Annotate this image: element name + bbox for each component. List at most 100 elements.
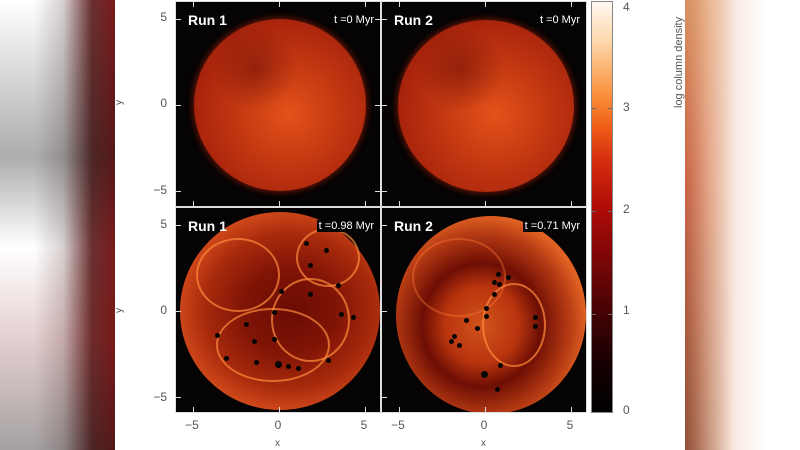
x-tick-label: 0 (480, 418, 488, 432)
sink-particle (452, 334, 457, 339)
sink-particle (484, 314, 489, 319)
tick (176, 397, 181, 398)
x-tick-label: 5 (360, 418, 368, 432)
sink-particle (326, 358, 331, 363)
colorbar-label: log column density (673, 16, 685, 108)
sink-particle (506, 275, 511, 280)
tick (382, 105, 387, 106)
x-axis-label: x (275, 438, 280, 449)
y-tick-label: 0 (160, 303, 167, 317)
colorbar-tick-label: 0 (623, 403, 630, 417)
tick (571, 2, 572, 7)
sink-particle (272, 337, 277, 342)
sink-particle (296, 366, 301, 371)
sink-particle (464, 318, 469, 323)
tick (382, 397, 387, 398)
sink-particle (533, 315, 538, 320)
tick (592, 211, 596, 212)
filament (296, 228, 360, 287)
tick (399, 201, 400, 206)
time-label: t =0 Myr (331, 14, 376, 26)
blurred-background-left (0, 0, 115, 450)
filament (216, 308, 330, 382)
tick (375, 105, 380, 106)
tick (176, 19, 181, 20)
sink-particle (254, 360, 259, 365)
sink-particle (336, 283, 341, 288)
tick (375, 191, 380, 192)
panel-run2-t071: Run 2 t =0.71 Myr (381, 207, 587, 413)
x-tick-label: −5 (185, 418, 199, 432)
sink-particle (308, 292, 313, 297)
sink-particle (495, 387, 500, 392)
panel-run1-t0: Run 1 t =0 Myr (175, 1, 381, 207)
x-axis-label: x (481, 438, 486, 449)
colorbar-tick-label: 3 (623, 100, 630, 114)
tick (365, 407, 366, 412)
sink-particle (497, 282, 502, 287)
sink-particle (457, 343, 462, 348)
figure: Run 1 t =0 Myr Run 2 t =0 Myr (114, 0, 685, 450)
filament (412, 238, 506, 317)
tick (375, 19, 380, 20)
colorbar-tick-label: 1 (623, 303, 630, 317)
sink-particle (244, 322, 249, 327)
run-label: Run 1 (188, 12, 227, 28)
tick (608, 108, 612, 109)
sink-particle (339, 312, 344, 317)
tick (176, 191, 181, 192)
time-label: t =0.98 Myr (316, 220, 376, 232)
sink-particle (279, 289, 284, 294)
colorbar-tick-label: 4 (623, 0, 630, 14)
sink-particle (304, 241, 309, 246)
tick (592, 314, 596, 315)
time-label: t =0 Myr (537, 14, 582, 26)
tick (592, 108, 596, 109)
tick (176, 311, 181, 312)
filament (482, 283, 546, 367)
y-tick-label: 0 (160, 96, 167, 110)
sink-particle (272, 310, 277, 315)
tick (176, 225, 181, 226)
tick (193, 407, 194, 412)
tick (365, 201, 366, 206)
tick (485, 407, 486, 412)
tick (382, 311, 387, 312)
tick (571, 201, 572, 206)
sink-particle (475, 326, 480, 331)
y-axis-label: y (114, 308, 125, 313)
tick (382, 191, 387, 192)
tick (176, 105, 181, 106)
x-tick-label: 0 (274, 418, 282, 432)
tick (382, 19, 387, 20)
tick (279, 201, 280, 206)
sink-particle (481, 371, 488, 378)
sink-particle (324, 248, 329, 253)
tick (608, 211, 612, 212)
tick (571, 407, 572, 412)
tick (193, 2, 194, 7)
tick (279, 2, 280, 7)
sink-particle (492, 292, 497, 297)
sink-particle (496, 272, 501, 277)
panel-run1-t098: Run 1 t =0.98 Myr (175, 207, 381, 413)
tick (608, 314, 612, 315)
blurred-background-right (685, 0, 800, 450)
run-label: Run 2 (394, 12, 433, 28)
sink-particle (492, 280, 497, 285)
run-label: Run 2 (394, 218, 433, 234)
y-tick-label: 5 (160, 217, 167, 231)
tick (399, 407, 400, 412)
tick (279, 407, 280, 412)
sink-particle (215, 333, 220, 338)
tick (365, 2, 366, 7)
sink-particle (498, 363, 503, 368)
sink-particle (484, 306, 489, 311)
tick (382, 225, 387, 226)
tick (485, 2, 486, 7)
tick (193, 201, 194, 206)
filament (196, 238, 280, 312)
sink-particle (275, 361, 282, 368)
tick (399, 2, 400, 7)
cloud-density-map (194, 19, 366, 191)
